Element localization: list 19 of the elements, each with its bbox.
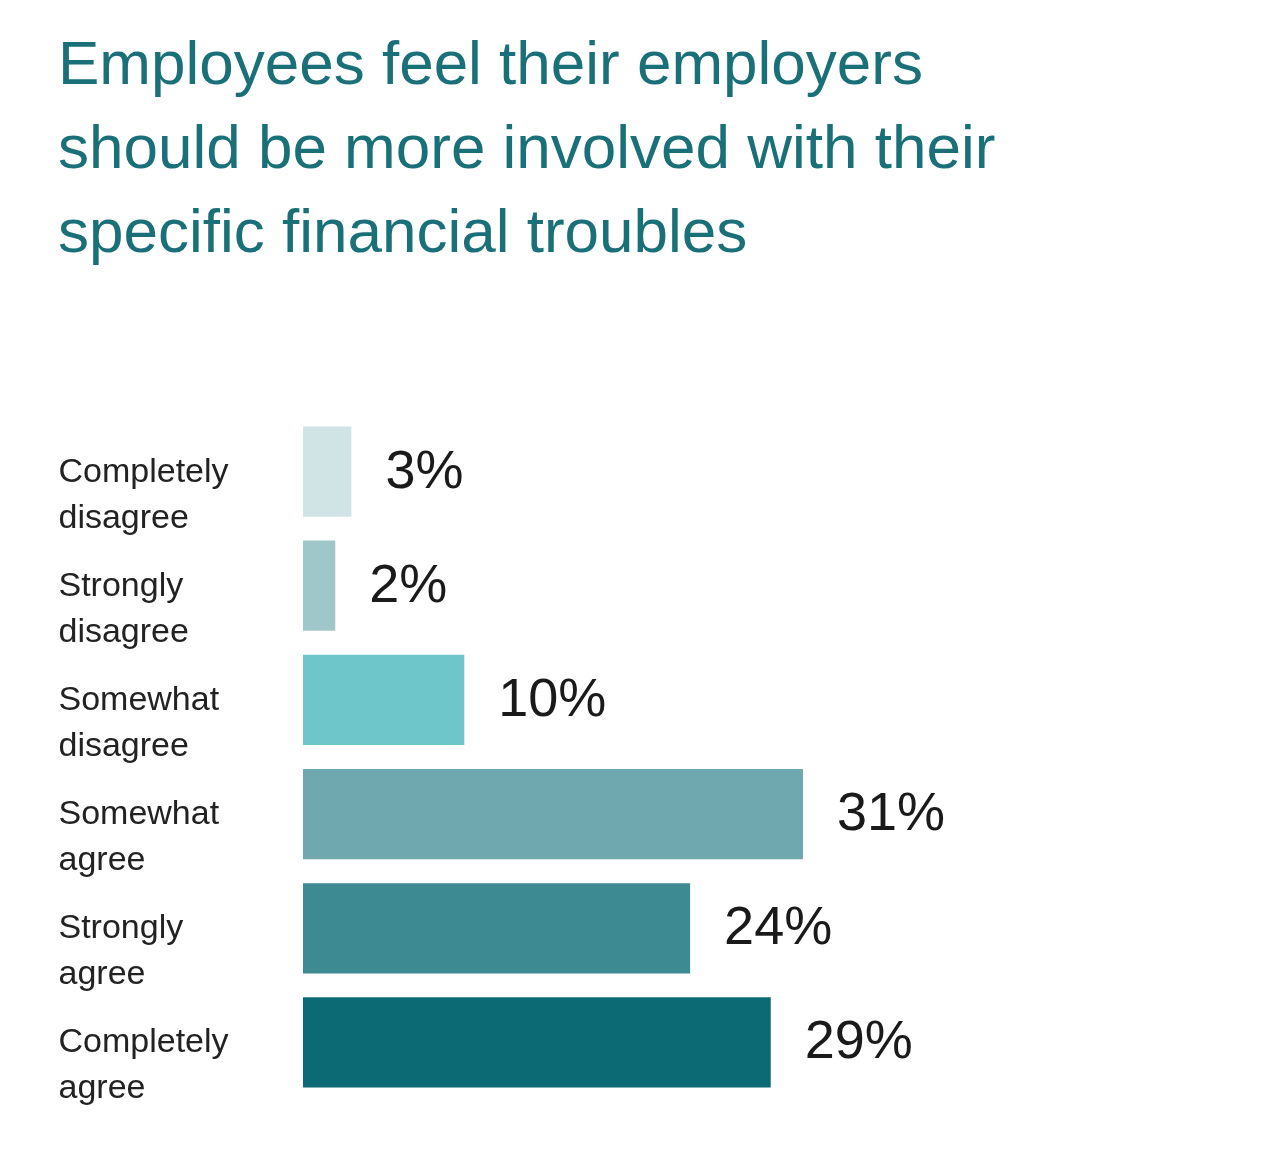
bar (303, 654, 465, 746)
chart-title: Employees feel their employers should be more involved with their specific financial troubles (58, 28, 996, 265)
y-tick-label: Completely disagree (58, 450, 229, 535)
y-tick-label: Strongly disagree (58, 564, 189, 649)
data-label: 3% (385, 438, 464, 499)
y-tick-label: Strongly agree (58, 907, 184, 992)
y-tick-label: Somewhat disagree (58, 678, 220, 763)
bar (303, 997, 771, 1088)
data-label: 10% (498, 666, 607, 727)
bar (303, 768, 803, 860)
bar (303, 426, 352, 517)
data-label: 31% (837, 781, 946, 842)
y-tick-label: Completely agree (58, 1021, 229, 1106)
data-label: 29% (804, 1009, 913, 1070)
data-label: 24% (724, 895, 833, 956)
bar (303, 883, 691, 974)
data-label: 2% (369, 552, 448, 613)
bar (303, 540, 336, 631)
y-tick-label: Somewhat agree (58, 793, 220, 878)
